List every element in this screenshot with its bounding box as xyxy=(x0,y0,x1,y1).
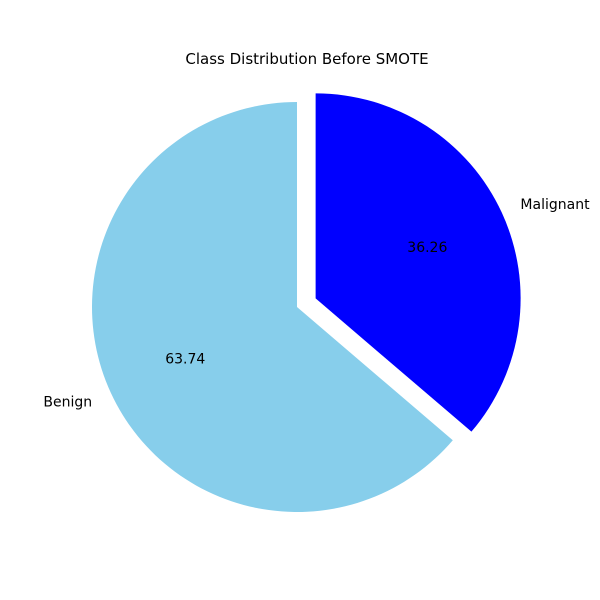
slice-value-malignant: 36.26 xyxy=(407,240,447,256)
slice-value-benign: 63.74 xyxy=(165,351,205,367)
slice-label-benign: Benign xyxy=(43,394,92,410)
pie-slices xyxy=(92,93,521,512)
pie-labels: Benign 63.74 Malignant 36.26 xyxy=(43,197,590,410)
chart-title: Class Distribution Before SMOTE xyxy=(185,50,428,68)
pie-slice-malignant xyxy=(315,93,521,432)
pie-slice-benign xyxy=(92,102,453,512)
slice-label-malignant: Malignant xyxy=(520,197,590,213)
